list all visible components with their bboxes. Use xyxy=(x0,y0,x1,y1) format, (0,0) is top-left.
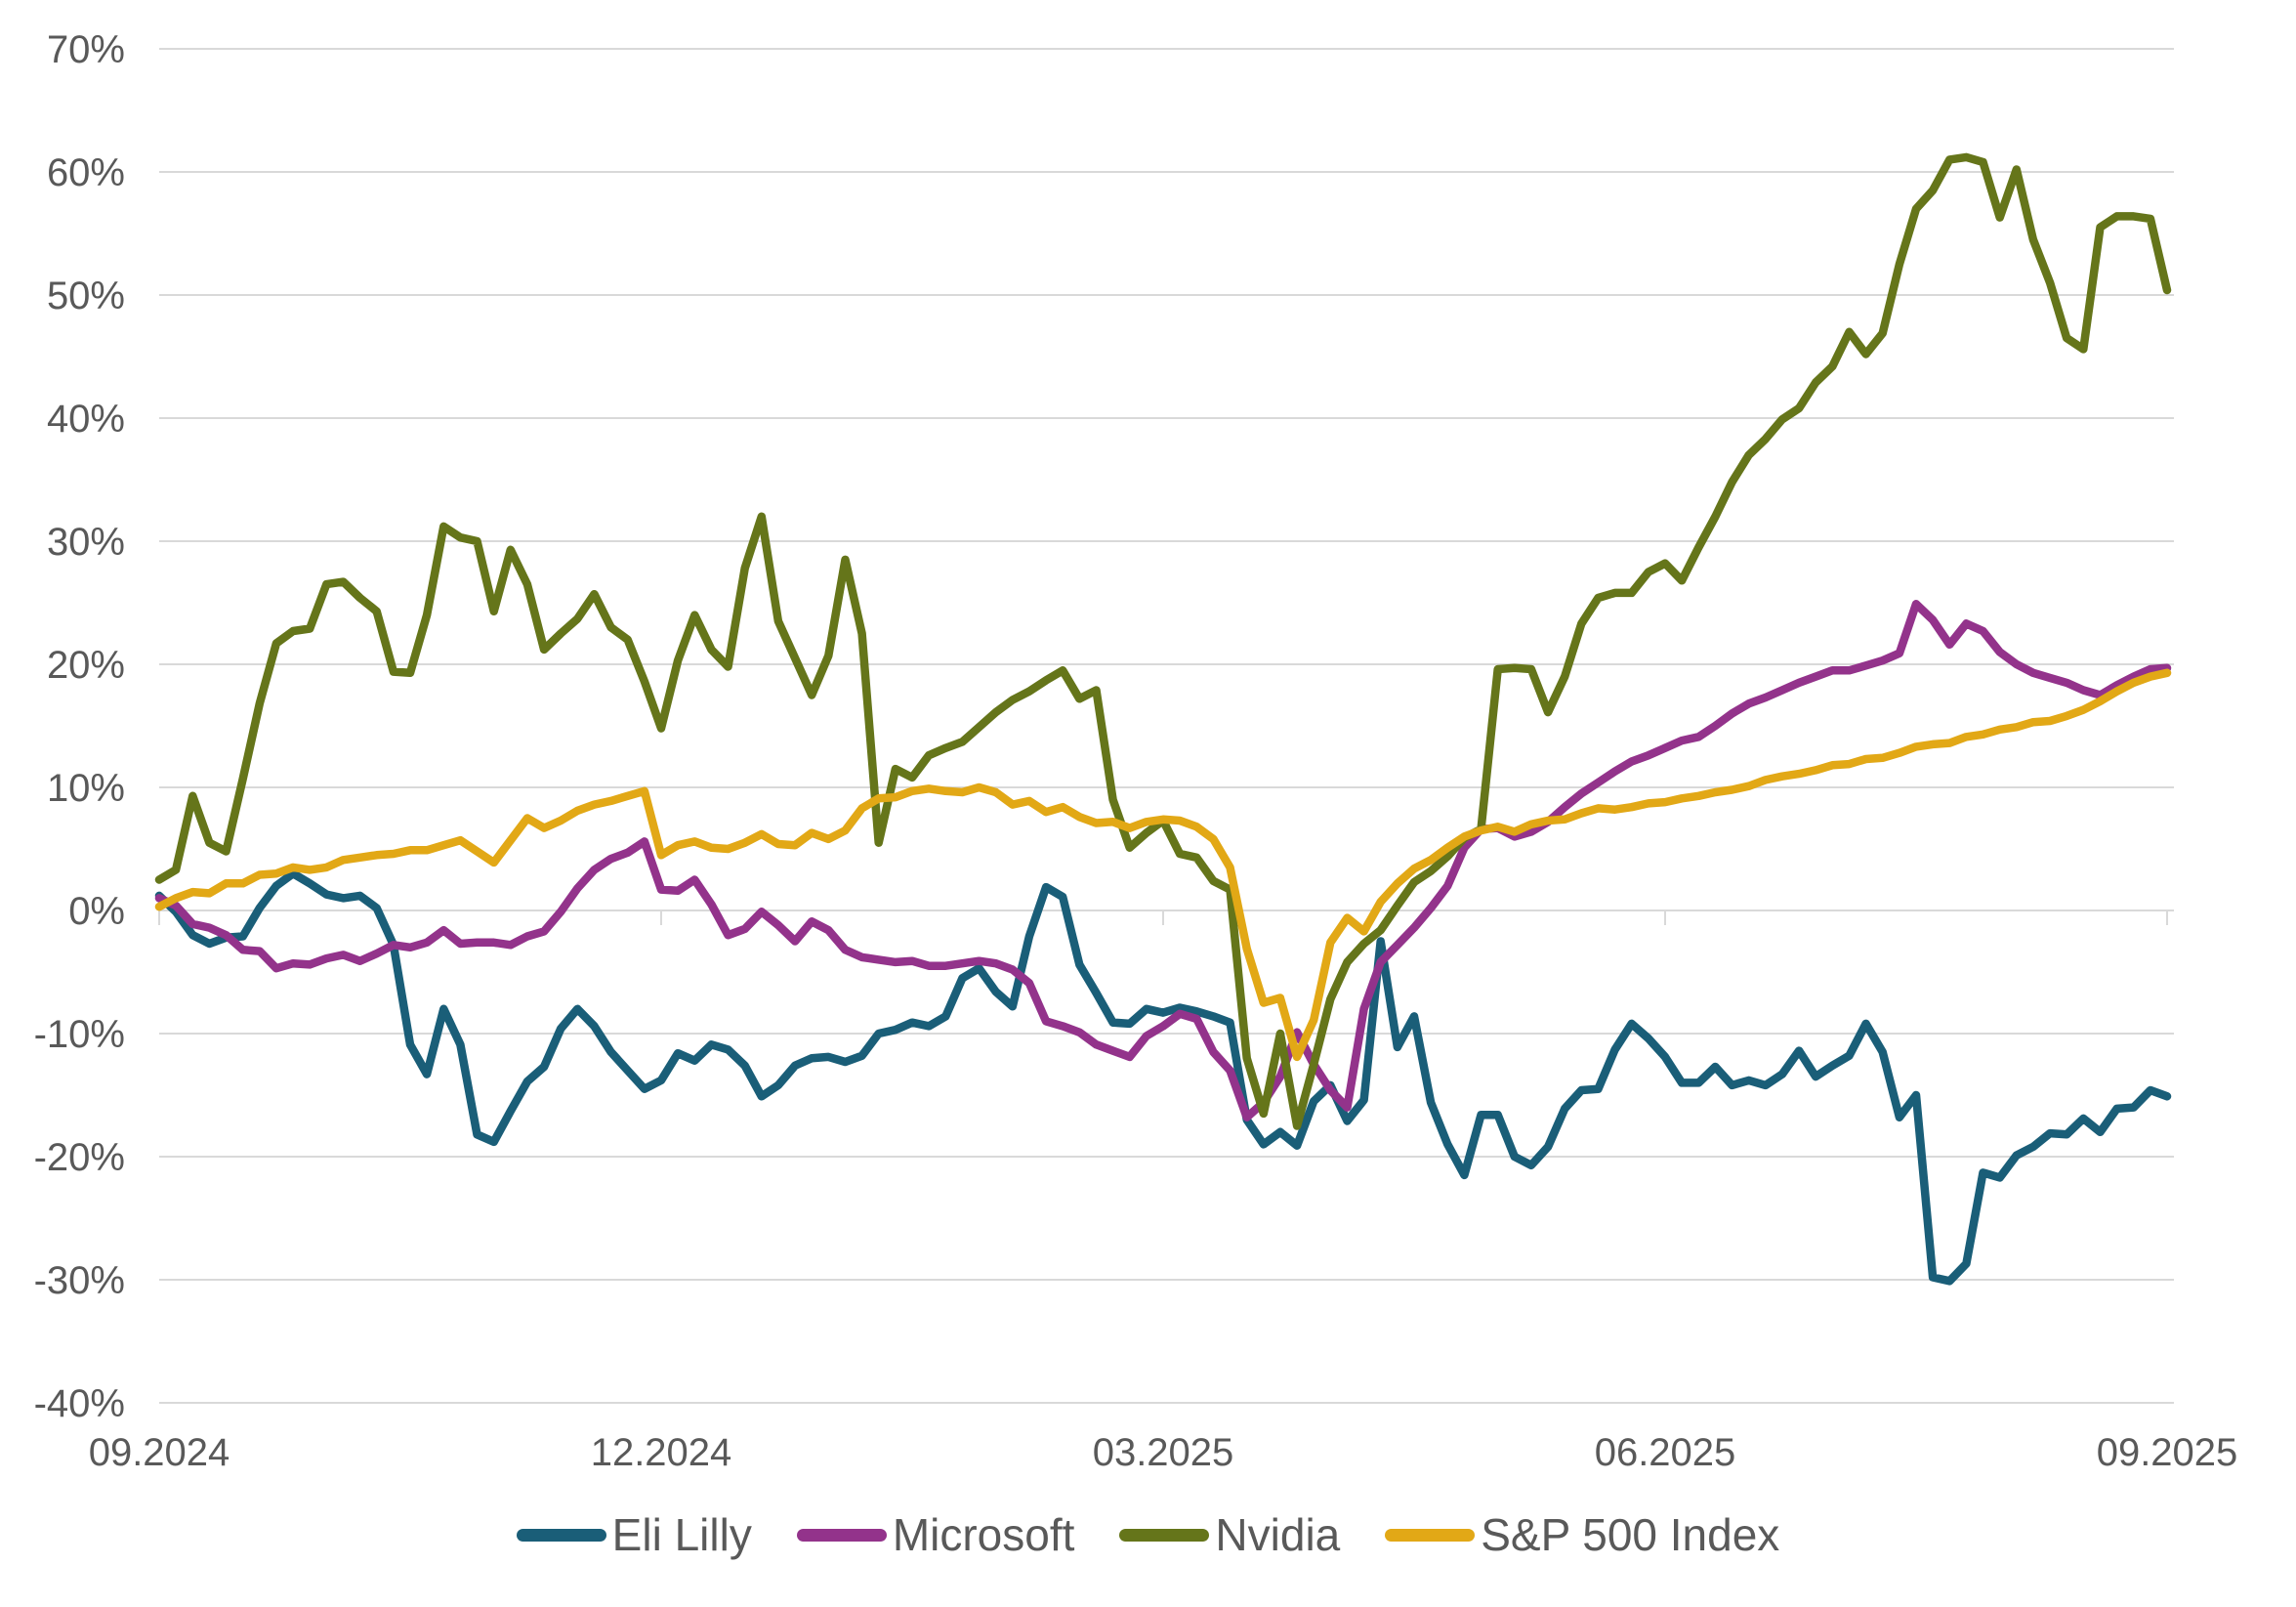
x-axis-label: 03.2025 xyxy=(1093,1431,1234,1474)
series-line-nvidia xyxy=(154,152,2172,1130)
legend-item: S&P 500 Index xyxy=(1385,1512,1779,1557)
y-axis-label: 50% xyxy=(47,275,125,317)
legend-swatch-icon xyxy=(516,1528,606,1542)
legend-item: Nvidia xyxy=(1119,1512,1340,1557)
y-axis-label: 30% xyxy=(47,521,125,564)
legend-label: Nvidia xyxy=(1215,1509,1341,1560)
series-line-eli-lilly xyxy=(154,868,2172,1286)
legend-item: Eli Lilly xyxy=(516,1509,752,1560)
y-axis-label: -20% xyxy=(34,1136,125,1179)
y-axis-label: -30% xyxy=(34,1259,125,1302)
chart-legend: Eli Lilly Microsoft Nvidia S&P 500 Index xyxy=(0,1512,2296,1557)
legend-item: Microsoft xyxy=(796,1509,1075,1560)
y-axis-label: 10% xyxy=(47,767,125,810)
y-axis-label: 60% xyxy=(47,151,125,194)
legend-swatch-icon xyxy=(1119,1528,1210,1542)
legend-label: Eli Lilly xyxy=(611,1509,752,1560)
legend-label: Microsoft xyxy=(892,1509,1075,1560)
y-axis-label: -10% xyxy=(34,1013,125,1056)
legend-label: S&P 500 Index xyxy=(1481,1509,1780,1560)
series-line-s-p-500-index xyxy=(154,668,2172,1062)
x-axis-label: 06.2025 xyxy=(1595,1431,1736,1474)
y-axis-label: 20% xyxy=(47,644,125,687)
legend-swatch-icon xyxy=(796,1528,887,1542)
x-axis-label: 09.2025 xyxy=(2097,1431,2238,1474)
y-axis-label: 70% xyxy=(47,28,125,71)
y-axis-label: 40% xyxy=(47,398,125,441)
x-axis-label: 09.2024 xyxy=(89,1431,230,1474)
x-axis-label: 12.2024 xyxy=(591,1431,732,1474)
series-line-microsoft xyxy=(154,600,2172,1121)
y-axis-label: 0% xyxy=(68,890,125,933)
legend-swatch-icon xyxy=(1385,1528,1476,1542)
y-axis-label: -40% xyxy=(34,1382,125,1425)
